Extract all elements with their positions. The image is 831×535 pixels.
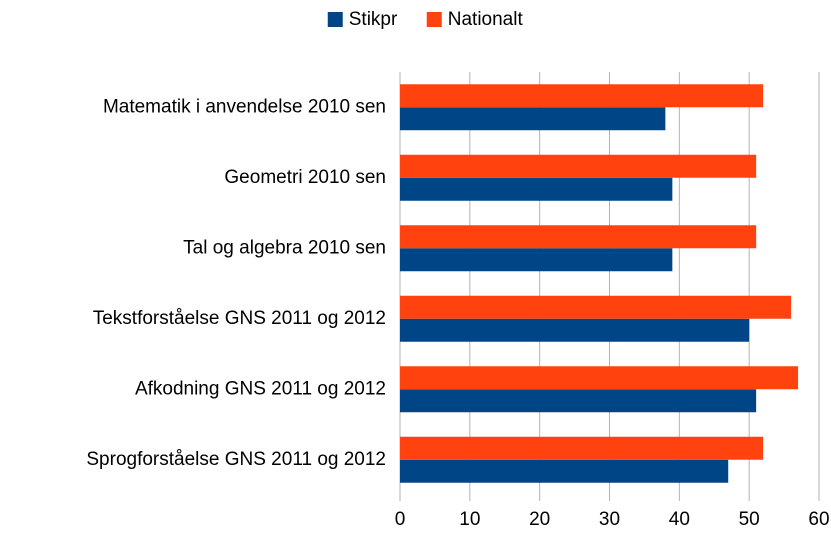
bar [400,154,757,178]
y-tick-label: Geometri 2010 sen [224,167,386,188]
bar [400,107,666,131]
bar [400,295,792,319]
x-tick-label: 20 [529,509,550,530]
bar [400,366,799,390]
bar [400,436,764,460]
bar [400,318,750,342]
x-tick-label: 40 [669,509,690,530]
y-tick-label: Tekstforståelse GNS 2011 og 2012 [93,308,386,329]
x-tick-label: 10 [459,509,480,530]
x-tick-label: 60 [808,509,829,530]
legend-label: Nationalt [448,9,524,30]
x-tick-label: 30 [599,509,620,530]
y-tick-label: Tal og algebra 2010 sen [183,237,386,258]
y-tick-label: Matematik i anvendelse 2010 sen [103,96,386,117]
x-tick-label: 50 [739,509,760,530]
bar [400,389,757,413]
x-tick-label: 0 [395,509,406,530]
legend-label: Stikpr [349,9,398,30]
bar [400,225,757,249]
bar [400,459,729,483]
bar [400,84,764,108]
y-tick-label: Afkodning GNS 2011 og 2012 [135,378,386,399]
bar [400,177,673,201]
y-tick-label: Sprogforståelse GNS 2011 og 2012 [86,449,386,470]
legend-swatch [327,12,343,27]
bar [400,248,673,272]
legend-swatch [426,12,442,27]
